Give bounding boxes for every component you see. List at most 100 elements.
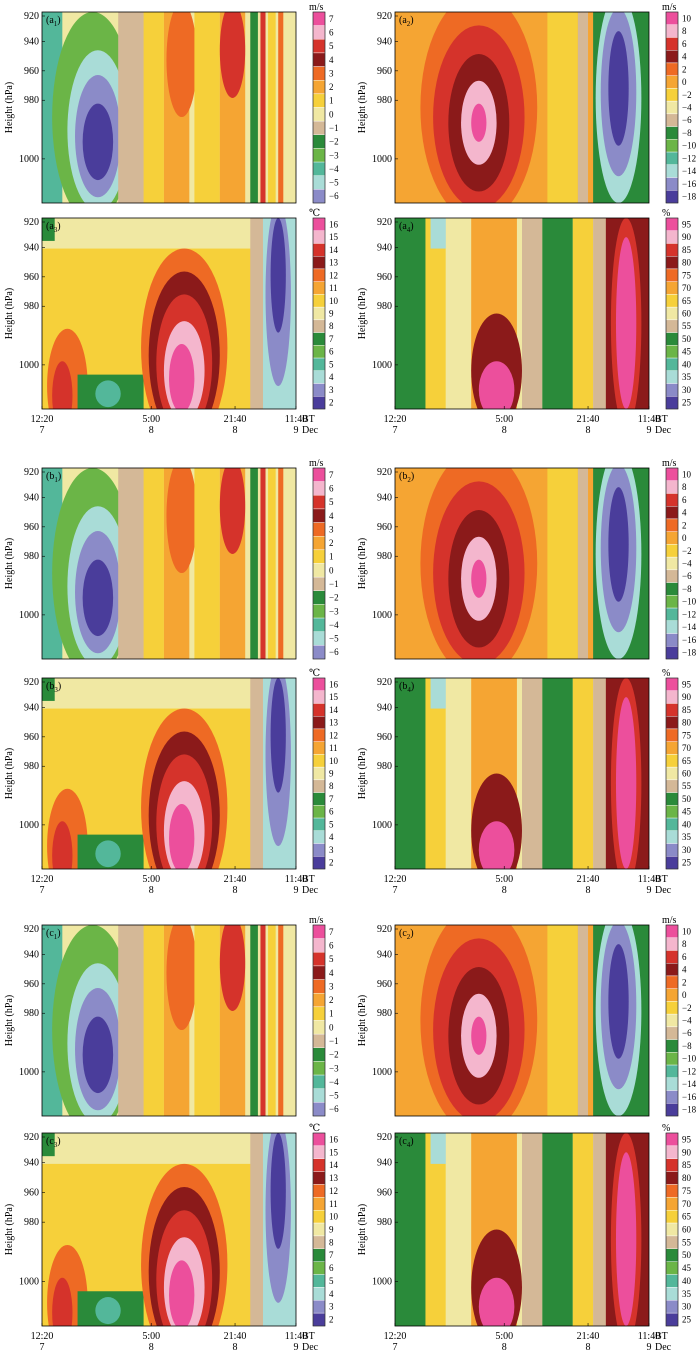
y-tick-label: 920	[377, 924, 392, 935]
x-tick-label: 11:40	[285, 414, 307, 425]
field-region	[52, 1277, 73, 1326]
legend-label: 6	[329, 347, 334, 357]
y-tick-label: 980	[24, 301, 39, 312]
legend-swatch	[665, 396, 679, 410]
legend-label: 14	[329, 705, 339, 715]
field-band	[42, 218, 55, 241]
legend-label: 45	[682, 807, 692, 817]
y-tick-label: 980	[24, 1008, 39, 1019]
field-core	[169, 804, 195, 869]
legend-label: 12	[329, 270, 338, 280]
x-tick-label: 12:20	[384, 874, 407, 885]
field-core	[478, 361, 515, 409]
legend-label: 8	[682, 482, 687, 492]
legend-label: −14	[682, 166, 697, 176]
legend-label: 60	[682, 769, 692, 779]
legend-label: 16	[329, 1134, 339, 1144]
legend-label: 6	[682, 495, 687, 505]
legend-label: 0	[329, 565, 334, 575]
legend-swatch	[665, 100, 679, 115]
field-band	[194, 468, 220, 659]
field-region	[166, 468, 197, 574]
field-core	[478, 1277, 515, 1326]
legend-swatch	[312, 39, 326, 54]
x-tick-day: 7	[393, 425, 398, 436]
legend-swatch	[665, 792, 679, 806]
field-core	[471, 1016, 487, 1055]
x-tick-day: 8	[502, 885, 507, 896]
legend-label: 5	[329, 1276, 334, 1286]
y-tick-label: 960	[24, 66, 39, 77]
y-axis-label: Height (hPa)	[4, 995, 15, 1046]
field-band	[542, 678, 573, 869]
legend-swatch	[665, 1209, 679, 1224]
y-tick-label: 920	[24, 1132, 39, 1143]
y-tick-label: 960	[377, 732, 392, 743]
legend-unit: m/s	[309, 2, 324, 13]
y-tick-label: 920	[24, 11, 39, 22]
legend-label: −6	[682, 1028, 692, 1038]
legend-swatch	[665, 467, 679, 481]
x-tick-day: 9	[294, 885, 299, 896]
legend-swatch	[665, 256, 679, 270]
legend-frame	[665, 677, 679, 870]
legend-label: 16	[329, 679, 339, 689]
legend-swatch	[312, 66, 326, 81]
legend-swatch	[312, 11, 326, 26]
x-tick-label: 12:20	[31, 874, 54, 885]
plot-frame	[394, 677, 650, 870]
legend-swatch	[665, 805, 679, 819]
x-unit: BT	[655, 1331, 668, 1342]
legend-swatch	[665, 817, 679, 831]
legend-label: 6	[682, 39, 687, 49]
legend-swatch	[665, 646, 679, 660]
legend-swatch	[312, 481, 326, 496]
x-tick-day: 9	[294, 1342, 299, 1353]
y-tick-label: 920	[24, 924, 39, 935]
legend-label: 11	[329, 283, 338, 293]
legend-swatch	[312, 522, 326, 537]
y-tick-label: 960	[24, 732, 39, 743]
x-tick-label: 5:00	[495, 1331, 513, 1342]
legend-label: 5	[329, 497, 334, 507]
field-band	[250, 678, 263, 869]
legend-label: 65	[682, 296, 692, 306]
legend-swatch	[665, 1184, 679, 1198]
y-tick-label: 920	[24, 467, 39, 478]
legend-label: 4	[329, 1289, 334, 1299]
legend-label: 2	[329, 1315, 334, 1325]
field-band	[118, 468, 149, 659]
legend-label: −10	[682, 1054, 697, 1064]
x-tick-label: 11:40	[285, 1331, 307, 1342]
contour-field	[395, 678, 649, 869]
legend-swatch	[312, 817, 326, 831]
x-tick-day: 8	[586, 885, 591, 896]
legend-swatch	[312, 690, 326, 704]
panel-a2: (a2) 920 940 960 980 1000 Height (hPa) m/s 10 8 6 4…	[357, 2, 697, 204]
legend-label: −8	[682, 1041, 692, 1051]
legend-label: −14	[682, 1079, 697, 1089]
x-tick-label: 21:40	[224, 874, 247, 885]
field-band	[285, 925, 296, 1116]
panel-label: (c4)	[399, 1136, 414, 1149]
legend-label: 80	[682, 718, 692, 728]
y-tick-label: 980	[24, 551, 39, 562]
legend-label: 50	[682, 794, 692, 804]
legend-swatch	[312, 396, 326, 410]
contour-field	[42, 678, 296, 869]
legend-swatch	[312, 741, 326, 755]
legend-swatch	[312, 1088, 326, 1103]
legend-label: 7	[329, 794, 334, 804]
y-tick-label: 1000	[19, 1276, 39, 1287]
legend-label: 13	[329, 258, 339, 268]
y-tick-label: 960	[377, 272, 392, 283]
legend-swatch	[665, 1248, 679, 1262]
field-band	[278, 12, 284, 203]
field-band	[425, 1133, 446, 1326]
field-core	[82, 103, 114, 181]
panel-b3: (b3) 920 940 960 980 1000 Height (hPa) ℃ 16 15 14 1…	[4, 668, 339, 896]
field-region	[166, 925, 197, 1031]
legend-label: −4	[329, 1077, 339, 1087]
x-tick-day: 9	[647, 1342, 652, 1353]
legend-label: −16	[682, 1092, 697, 1102]
